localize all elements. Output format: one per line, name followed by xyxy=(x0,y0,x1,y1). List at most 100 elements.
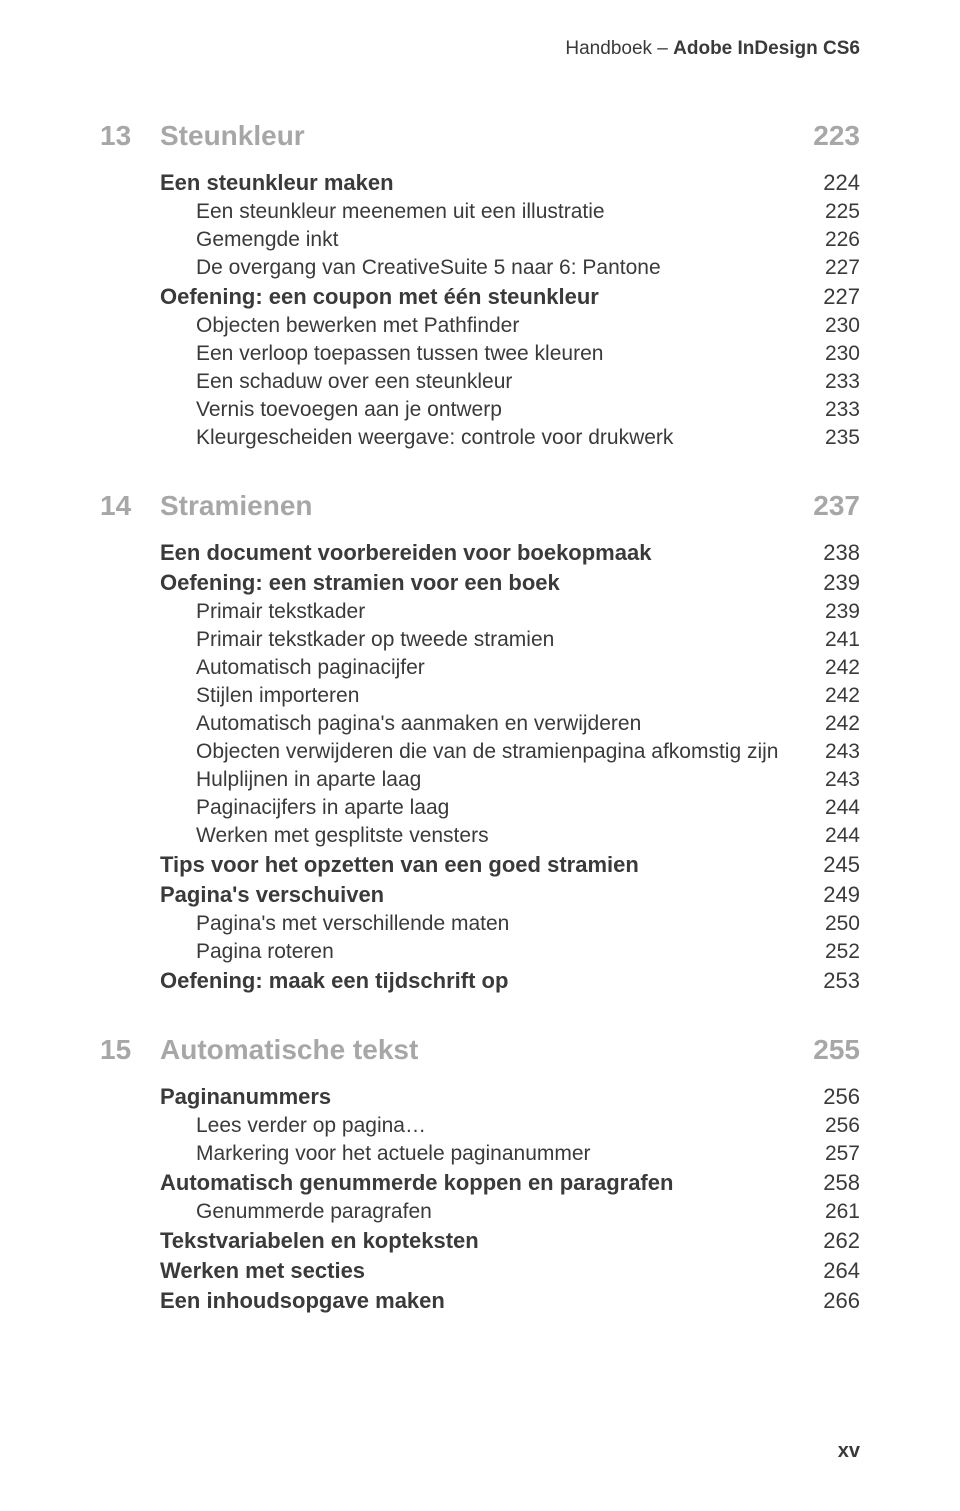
toc-subsection-page: 242 xyxy=(825,684,860,708)
toc-subsection-row: Vernis toevoegen aan je ontwerp233 xyxy=(100,398,860,422)
toc-chapter-number: 15 xyxy=(100,1034,160,1066)
toc-section-row: Een document voorbereiden voor boekopmaa… xyxy=(100,540,860,566)
running-head-prefix: Handboek – xyxy=(565,38,673,59)
toc-subsection-row: Markering voor het actuele paginanummer2… xyxy=(100,1142,860,1166)
toc-section-title: Oefening: maak een tijdschrift op xyxy=(160,968,823,994)
toc-subsection-page: 235 xyxy=(825,426,860,450)
toc-subsection-row: Primair tekstkader239 xyxy=(100,600,860,624)
toc-subsection-row: Stijlen importeren242 xyxy=(100,684,860,708)
toc-subsection-page: 233 xyxy=(825,398,860,422)
toc-section-title: Tips voor het opzetten van een goed stra… xyxy=(160,852,823,878)
toc-subsection-title: Kleurgescheiden weergave: controle voor … xyxy=(196,426,825,450)
toc-subsection-page: 242 xyxy=(825,712,860,736)
toc-subsection-row: Paginacijfers in aparte laag244 xyxy=(100,796,860,820)
toc-subsection-title: Hulplijnen in aparte laag xyxy=(196,768,825,792)
toc-chapter-row: 14Stramienen237 xyxy=(100,490,860,522)
toc-subsection-title: Een schaduw over een steunkleur xyxy=(196,370,825,394)
toc-subsection-page: 256 xyxy=(825,1114,860,1138)
toc-chapter-number: 14 xyxy=(100,490,160,522)
toc-section-page: 239 xyxy=(823,570,860,596)
toc-subsection-title: Paginacijfers in aparte laag xyxy=(196,796,825,820)
toc-subsection-page: 227 xyxy=(825,256,860,280)
toc-chapter-row: 15Automatische tekst255 xyxy=(100,1034,860,1066)
toc-subsection-row: Gemengde inkt226 xyxy=(100,228,860,252)
toc-section-title: Tekstvariabelen en kopteksten xyxy=(160,1228,823,1254)
toc-subsection-page: 233 xyxy=(825,370,860,394)
toc-section-page: 256 xyxy=(823,1084,860,1110)
toc-subsection-row: Genummerde paragrafen261 xyxy=(100,1200,860,1224)
toc-subsection-page: 243 xyxy=(825,740,860,764)
toc-chapter-title: Stramienen xyxy=(160,490,813,522)
toc-subsection-title: Werken met gesplitste vensters xyxy=(196,824,825,848)
toc-subsection-title: Lees verder op pagina… xyxy=(196,1114,825,1138)
toc-subsection-row: Een verloop toepassen tussen twee kleure… xyxy=(100,342,860,366)
toc-subsection-page: 257 xyxy=(825,1142,860,1166)
toc-subsection-title: Een verloop toepassen tussen twee kleure… xyxy=(196,342,825,366)
toc-subsection-title: Markering voor het actuele paginanummer xyxy=(196,1142,825,1166)
toc-chapter-number: 13 xyxy=(100,120,160,152)
toc-section-title: Oefening: een stramien voor een boek xyxy=(160,570,823,596)
page-folio: xv xyxy=(838,1440,860,1463)
toc-subsection-page: 252 xyxy=(825,940,860,964)
toc-section-title: Oefening: een coupon met één steunkleur xyxy=(160,284,823,310)
toc-section-row: Werken met secties264 xyxy=(100,1258,860,1284)
toc-subsection-title: Stijlen importeren xyxy=(196,684,825,708)
toc-section-row: Tips voor het opzetten van een goed stra… xyxy=(100,852,860,878)
toc-section-title: Paginanummers xyxy=(160,1084,823,1110)
toc-subsection-row: Werken met gesplitste vensters244 xyxy=(100,824,860,848)
toc-section-row: Automatisch genummerde koppen en paragra… xyxy=(100,1170,860,1196)
toc-chapter-page: 223 xyxy=(813,120,860,152)
toc-subsection-page: 243 xyxy=(825,768,860,792)
toc-subsection-title: Gemengde inkt xyxy=(196,228,825,252)
toc-subsection-page: 226 xyxy=(825,228,860,252)
toc-subsection-row: Een schaduw over een steunkleur233 xyxy=(100,370,860,394)
toc-subsection-row: Lees verder op pagina…256 xyxy=(100,1114,860,1138)
toc-subsection-row: Automatisch pagina's aanmaken en verwijd… xyxy=(100,712,860,736)
toc-subsection-row: Een steunkleur meenemen uit een illustra… xyxy=(100,200,860,224)
toc-subsection-row: Primair tekstkader op tweede stramien241 xyxy=(100,628,860,652)
toc-subsection-title: Genummerde paragrafen xyxy=(196,1200,825,1224)
toc-subsection-row: Kleurgescheiden weergave: controle voor … xyxy=(100,426,860,450)
toc-subsection-row: Objecten verwijderen die van de stramien… xyxy=(100,740,860,764)
toc-subsection-title: Primair tekstkader op tweede stramien xyxy=(196,628,825,652)
toc-section-page: 264 xyxy=(823,1258,860,1284)
toc-subsection-title: Objecten verwijderen die van de stramien… xyxy=(196,740,825,764)
toc-subsection-page: 230 xyxy=(825,314,860,338)
toc-subsection-page: 261 xyxy=(825,1200,860,1224)
toc-chapter-page: 237 xyxy=(813,490,860,522)
toc-chapter-row: 13Steunkleur223 xyxy=(100,120,860,152)
toc-subsection-page: 244 xyxy=(825,824,860,848)
toc-subsection-title: Objecten bewerken met Pathfinder xyxy=(196,314,825,338)
toc-chapter-title: Automatische tekst xyxy=(160,1034,813,1066)
toc-section-row: Een steunkleur maken224 xyxy=(100,170,860,196)
toc-chapter-title: Steunkleur xyxy=(160,120,813,152)
running-head-title: Adobe InDesign CS6 xyxy=(673,38,860,59)
toc-subsection-page: 225 xyxy=(825,200,860,224)
toc-subsection-title: De overgang van CreativeSuite 5 naar 6: … xyxy=(196,256,825,280)
toc-subsection-title: Primair tekstkader xyxy=(196,600,825,624)
toc-section-row: Tekstvariabelen en kopteksten262 xyxy=(100,1228,860,1254)
toc-section-row: Een inhoudsopgave maken266 xyxy=(100,1288,860,1314)
toc-subsection-title: Een steunkleur meenemen uit een illustra… xyxy=(196,200,825,224)
toc-section-title: Werken met secties xyxy=(160,1258,823,1284)
toc-subsection-page: 242 xyxy=(825,656,860,680)
toc-subsection-title: Vernis toevoegen aan je ontwerp xyxy=(196,398,825,422)
toc-subsection-title: Automatisch paginacijfer xyxy=(196,656,825,680)
toc-subsection-page: 250 xyxy=(825,912,860,936)
toc-subsection-row: Automatisch paginacijfer242 xyxy=(100,656,860,680)
toc-subsection-title: Pagina's met verschillende maten xyxy=(196,912,825,936)
toc-subsection-row: Hulplijnen in aparte laag243 xyxy=(100,768,860,792)
toc-section-row: Oefening: een stramien voor een boek239 xyxy=(100,570,860,596)
toc-section-page: 227 xyxy=(823,284,860,310)
toc-section-row: Oefening: maak een tijdschrift op253 xyxy=(100,968,860,994)
toc-subsection-row: Objecten bewerken met Pathfinder230 xyxy=(100,314,860,338)
toc-subsection-row: De overgang van CreativeSuite 5 naar 6: … xyxy=(100,256,860,280)
table-of-contents: 13Steunkleur223Een steunkleur maken224Ee… xyxy=(100,120,860,1314)
toc-subsection-row: Pagina's met verschillende maten250 xyxy=(100,912,860,936)
toc-section-row: Pagina's verschuiven249 xyxy=(100,882,860,908)
toc-subsection-page: 244 xyxy=(825,796,860,820)
toc-section-page: 253 xyxy=(823,968,860,994)
toc-section-title: Een steunkleur maken xyxy=(160,170,823,196)
toc-section-title: Pagina's verschuiven xyxy=(160,882,823,908)
toc-section-row: Paginanummers256 xyxy=(100,1084,860,1110)
